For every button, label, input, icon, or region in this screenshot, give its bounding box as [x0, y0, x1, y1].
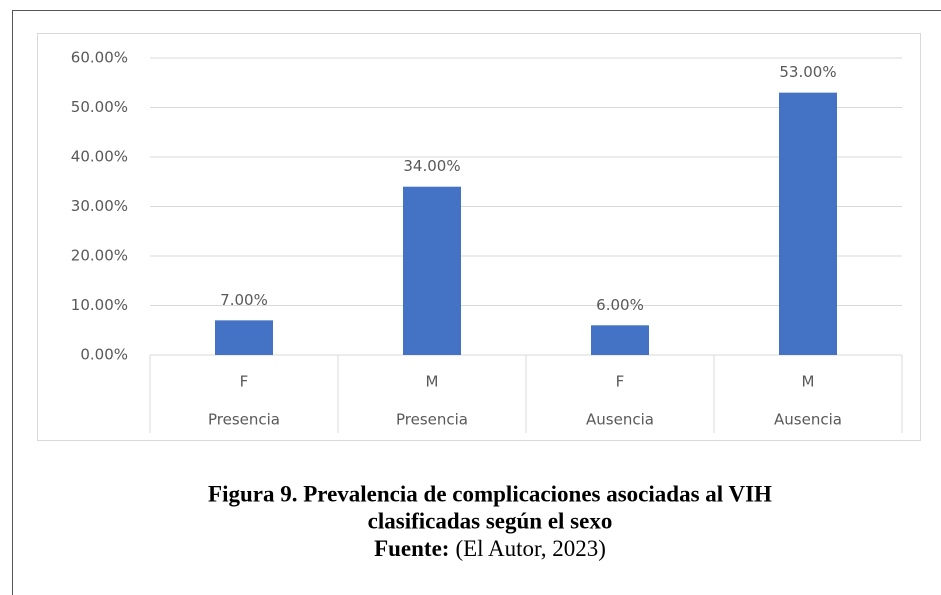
y-tick-label: 20.00% — [71, 247, 128, 265]
data-label: 53.00% — [779, 63, 836, 81]
caption-title: clasificadas según el sexo — [368, 508, 613, 533]
y-tick-label: 40.00% — [71, 148, 128, 166]
y-tick-label: 0.00% — [80, 346, 128, 364]
caption-title: Figura 9. Prevalencia de complicaciones … — [208, 481, 772, 506]
x-tick-label: M — [426, 373, 439, 391]
bar — [403, 186, 461, 355]
y-tick-label: 10.00% — [71, 296, 128, 314]
bar — [591, 325, 649, 355]
x-tick-label: F — [616, 373, 625, 391]
x-tick-label: F — [240, 373, 249, 391]
source-label: Fuente: — [374, 536, 449, 561]
source-text: (El Autor, 2023) — [455, 536, 605, 561]
bar — [215, 320, 273, 355]
chart-frame — [37, 33, 921, 441]
y-tick-label: 30.00% — [71, 197, 128, 215]
x-group-label: Presencia — [208, 411, 280, 429]
data-label: 7.00% — [220, 291, 268, 309]
x-tick-label: M — [802, 373, 815, 391]
data-label: 6.00% — [596, 296, 644, 314]
x-group-label: Presencia — [396, 411, 468, 429]
caption-source: Fuente: (El Autor, 2023) — [374, 536, 606, 561]
bar — [779, 92, 837, 356]
x-group-label: Ausencia — [774, 411, 842, 429]
y-tick-label: 60.00% — [71, 49, 128, 67]
x-group-label: Ausencia — [586, 411, 654, 429]
data-label: 34.00% — [403, 157, 460, 175]
y-tick-label: 50.00% — [71, 98, 128, 116]
